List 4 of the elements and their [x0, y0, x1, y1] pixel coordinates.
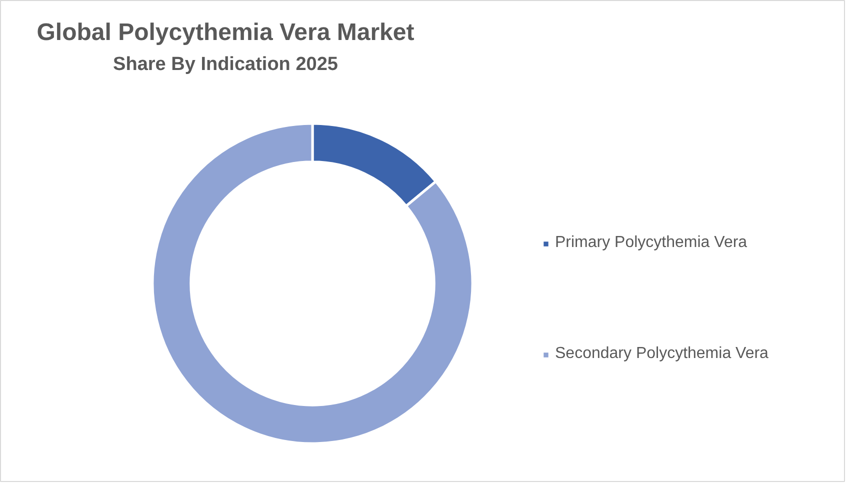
legend-label: Secondary Polycythemia Vera	[555, 344, 768, 364]
chart-title: Global Polycythemia Vera Market	[36, 19, 414, 46]
chart-subtitle: Share By Indication 2025	[113, 54, 338, 75]
legend-label: Primary Polycythemia Vera	[555, 233, 748, 253]
